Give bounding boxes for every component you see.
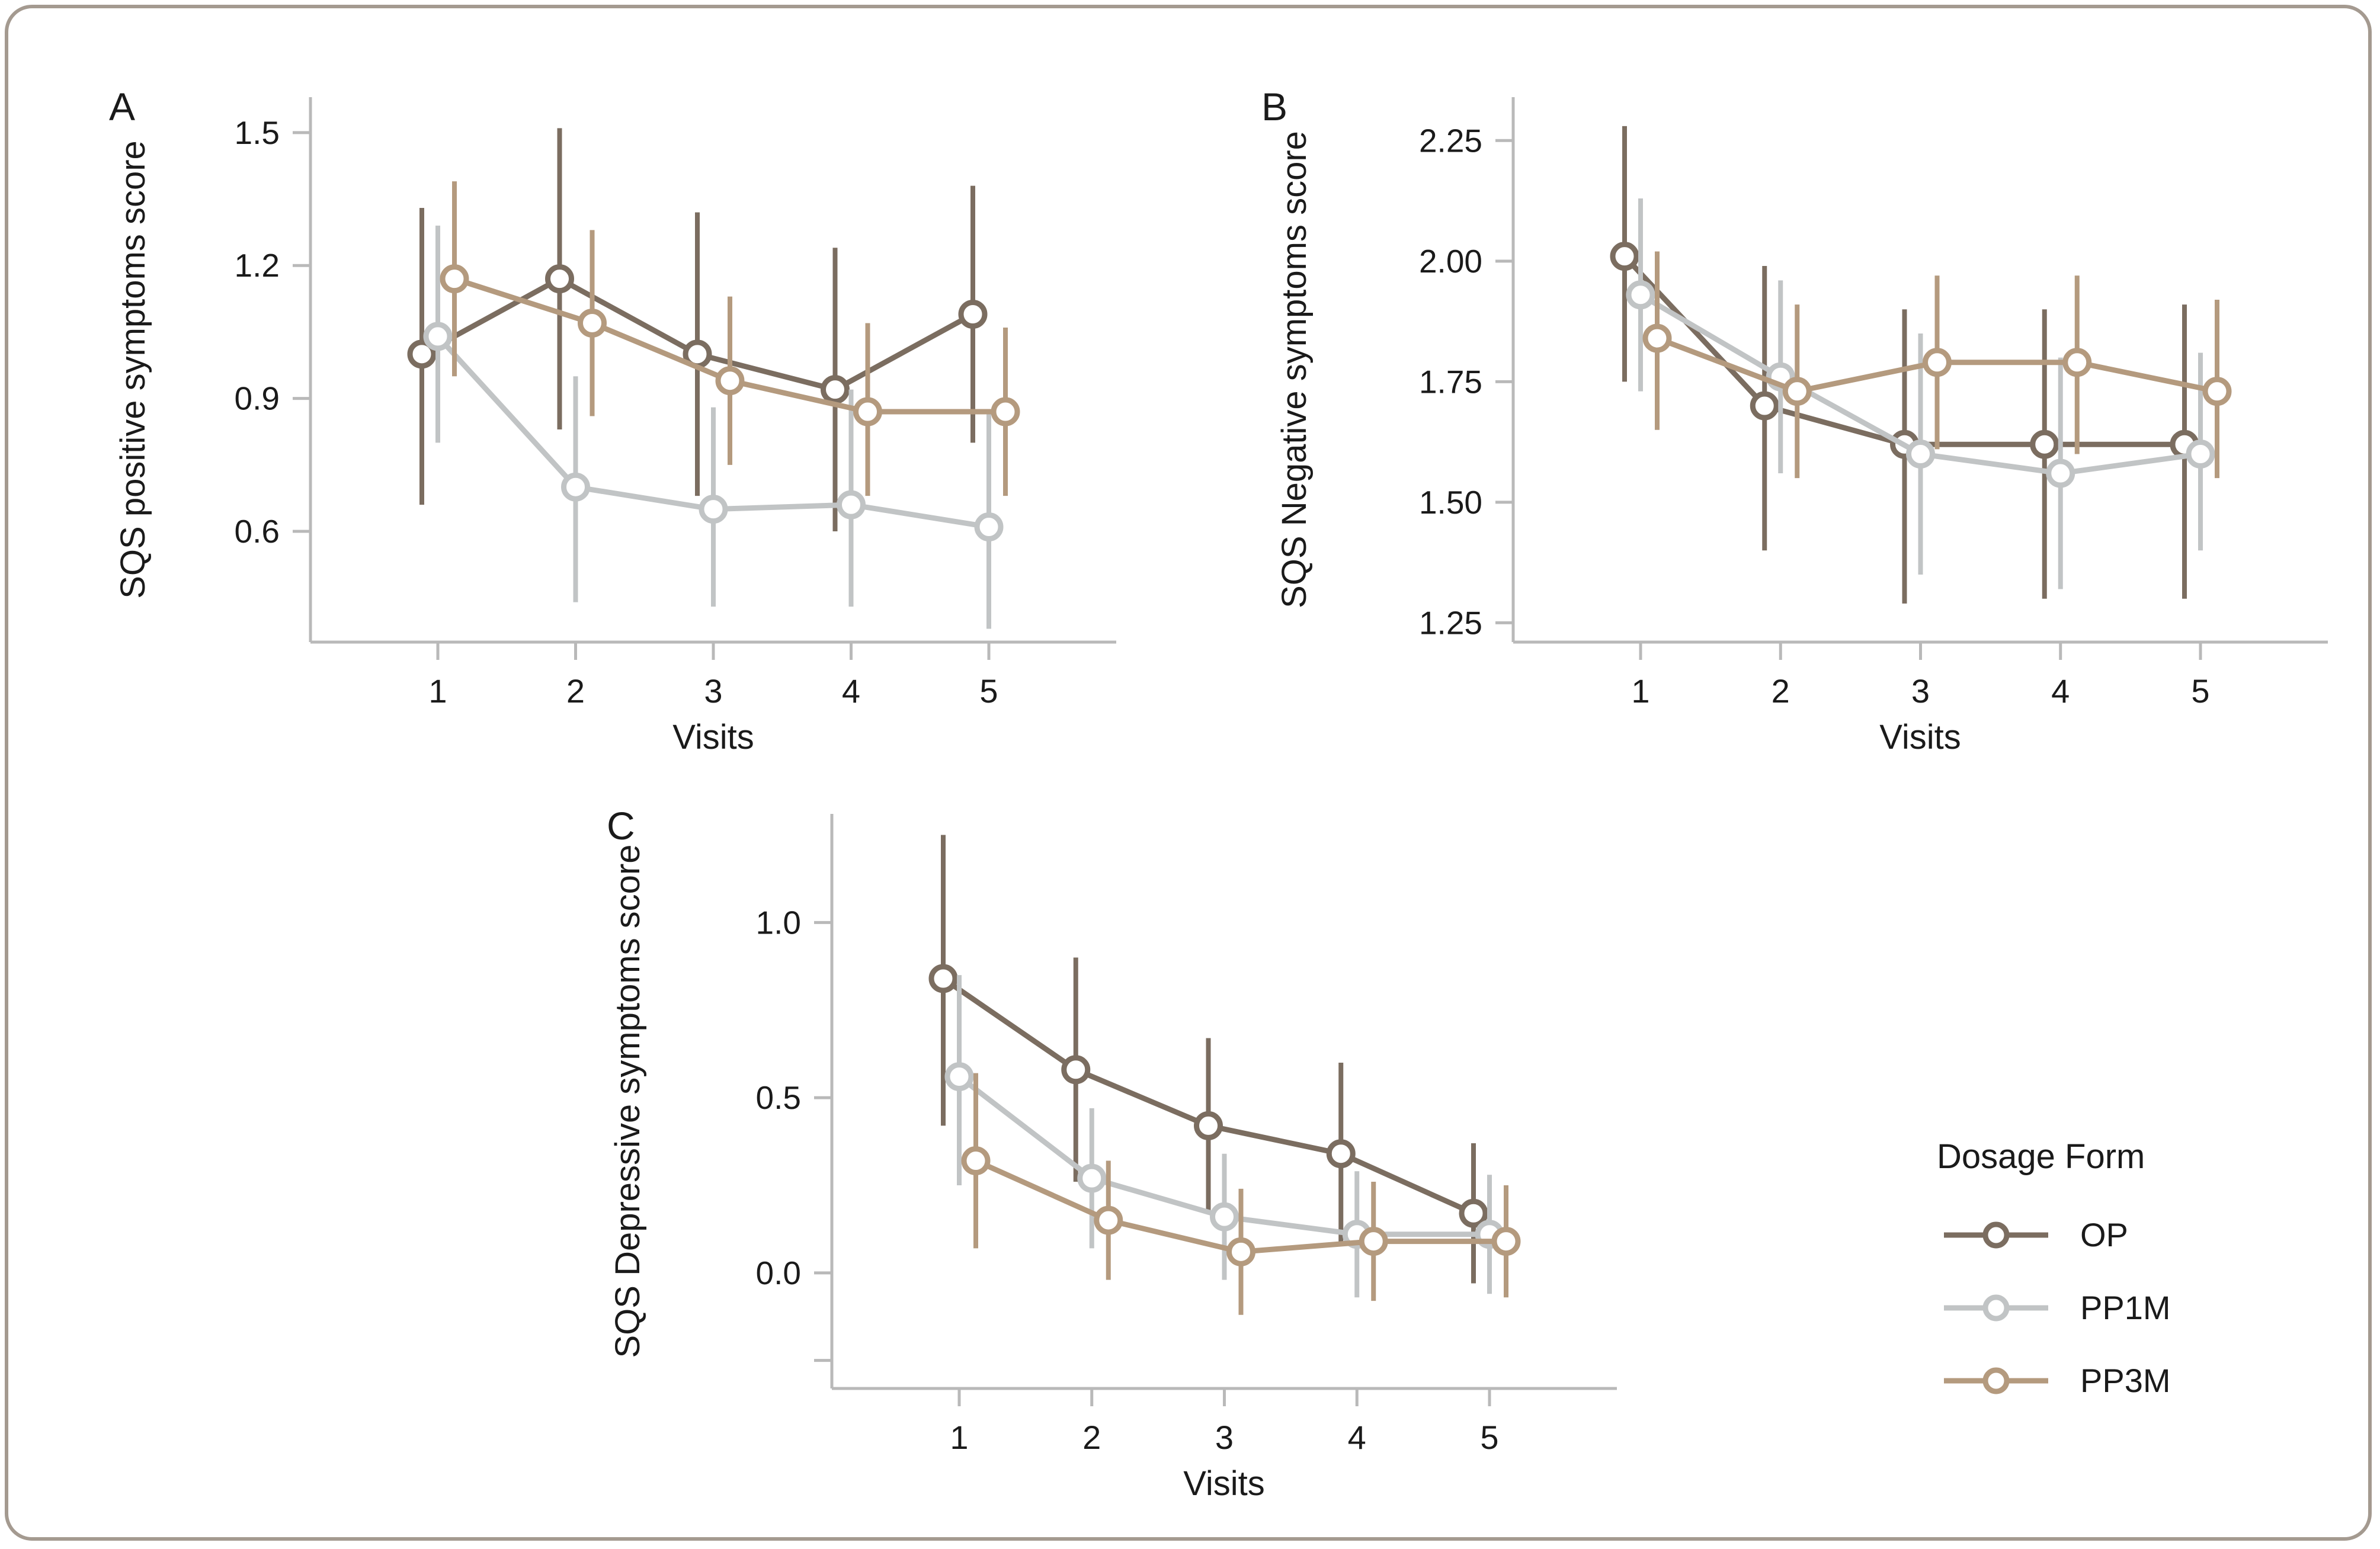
svg-text:2: 2 (1082, 1419, 1101, 1456)
svg-text:0.0: 0.0 (756, 1255, 801, 1291)
op-legend-marker-icon (1944, 1221, 2048, 1248)
figure-frame: A 1.5 1.2 0.9 0.6 1 2 3 4 5 SQS positive symptom… (5, 5, 2372, 1541)
svg-text:1.0: 1.0 (756, 904, 801, 941)
svg-text:0.5: 0.5 (756, 1079, 801, 1116)
legend-label-pp1m: PP1M (2080, 1289, 2171, 1326)
pp3m-legend-marker-icon (1944, 1367, 2048, 1394)
svg-text:1: 1 (950, 1419, 968, 1456)
svg-text:2.25: 2.25 (1419, 122, 1482, 159)
svg-text:4: 4 (2051, 672, 2070, 710)
panel-a-label: A (109, 85, 136, 129)
svg-text:2: 2 (566, 672, 585, 710)
panel-a-y-axis-title: SQS positive symptoms score (114, 140, 152, 599)
legend-item-op: OP (1937, 1216, 2316, 1254)
svg-text:1.25: 1.25 (1419, 604, 1482, 641)
svg-text:5: 5 (979, 672, 998, 710)
legend-item-pp1m: PP1M (1937, 1288, 2316, 1327)
svg-text:2.00: 2.00 (1419, 243, 1482, 280)
svg-text:3: 3 (704, 672, 722, 710)
svg-text:5: 5 (2191, 672, 2209, 710)
panel-c: C 1.0 0.5 0.0 1 2 3 4 5 SQS Depressive symptoms… (571, 772, 1649, 1548)
svg-text:0.6: 0.6 (235, 513, 280, 550)
svg-text:1: 1 (1631, 672, 1649, 710)
svg-text:1.75: 1.75 (1419, 363, 1482, 400)
panel-b-label: B (1261, 85, 1288, 129)
svg-text:2: 2 (1772, 672, 1790, 710)
svg-text:1.5: 1.5 (235, 114, 280, 151)
panel-b-chart: 2.25 2.00 1.75 1.50 1.25 1 2 3 4 5 SQS Negative s… (1275, 97, 2328, 756)
svg-text:5: 5 (1480, 1419, 1498, 1456)
pp1m-legend-marker-icon (1944, 1294, 2048, 1321)
legend-label-pp3m: PP3M (2080, 1362, 2171, 1399)
svg-text:1.50: 1.50 (1419, 484, 1482, 521)
panel-b: B 2.25 2.00 1.75 1.50 1.25 1 2 3 4 5 SQS Negative… (1229, 56, 2360, 784)
panel-c-x-axis-title: Visits (1183, 1464, 1265, 1503)
svg-text:1: 1 (428, 672, 447, 710)
panel-c-y-axis-title: SQS Depressive symptoms score (608, 844, 647, 1358)
panel-a-chart: 1.5 1.2 0.9 0.6 1 2 3 4 5 SQS positive symptoms … (114, 97, 1116, 756)
legend-item-pp3m: PP3M (1937, 1361, 2316, 1400)
legend-title: Dosage Form (1937, 1137, 2145, 1176)
svg-text:4: 4 (1348, 1419, 1366, 1456)
svg-text:0.9: 0.9 (235, 380, 280, 417)
dosage-form-legend: Dosage Form OP PP1M PP3M (1937, 1137, 2316, 1434)
legend-label-op: OP (2080, 1216, 2128, 1253)
panel-b-y-axis-title: SQS Negative symptoms score (1275, 131, 1314, 608)
svg-text:1.2: 1.2 (235, 247, 280, 284)
panel-c-label: C (607, 804, 635, 848)
panel-a-x-axis-title: Visits (672, 718, 754, 756)
panel-a: A 1.5 1.2 0.9 0.6 1 2 3 4 5 SQS positive symptom… (85, 56, 1128, 784)
svg-text:3: 3 (1911, 672, 1930, 710)
svg-text:4: 4 (842, 672, 860, 710)
panel-b-x-axis-title: Visits (1879, 718, 1961, 756)
panel-c-chart: 1.0 0.5 0.0 1 2 3 4 5 SQS Depressive symptoms s… (608, 814, 1617, 1503)
svg-text:3: 3 (1215, 1419, 1234, 1456)
